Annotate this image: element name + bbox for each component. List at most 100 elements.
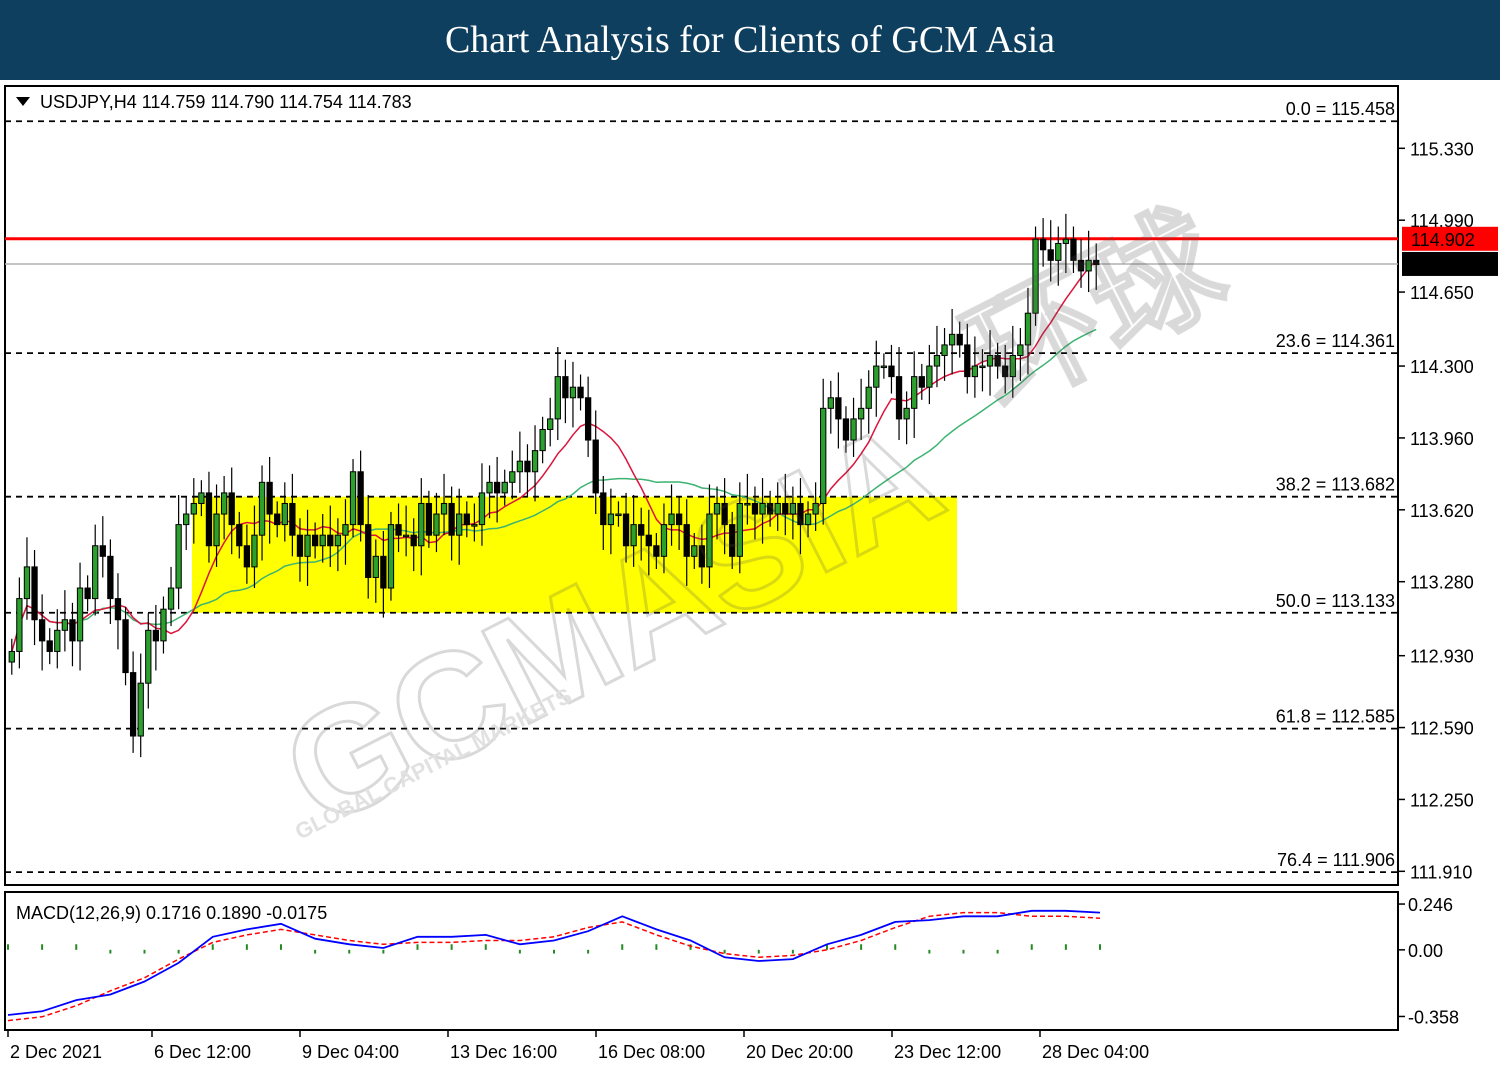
candle — [994, 342, 1001, 379]
candle — [1085, 230, 1092, 293]
resistance-tag-label: 114.902 — [1411, 230, 1475, 250]
x-tick-label: 2 Dec 2021 — [10, 1042, 102, 1062]
candle-body — [38, 619, 46, 642]
candle-body — [524, 460, 531, 473]
candle — [516, 431, 524, 493]
time-axis[interactable]: 2 Dec 2021 6 Dec 12:00 9 Dec 04:00 13 Dec 1… — [7, 1030, 1149, 1062]
candle-body — [266, 481, 273, 515]
candle-body — [129, 672, 137, 737]
candle — [69, 602, 76, 667]
candle — [205, 471, 213, 563]
candle — [850, 397, 857, 457]
candle-body — [152, 629, 160, 642]
candle — [167, 566, 175, 627]
candle-body — [456, 513, 463, 536]
candle — [698, 524, 706, 584]
candle-body — [911, 376, 918, 409]
candle-body — [706, 513, 713, 568]
candle-body — [562, 376, 569, 399]
candle-body — [433, 513, 440, 536]
candle-body — [471, 524, 478, 527]
price-axis[interactable]: 115.330 114.990 114.650 114.300 113.960 113.6… — [1398, 139, 1474, 882]
candle-body — [8, 650, 15, 663]
candle — [1077, 239, 1085, 288]
ma-slow-line — [11, 328, 1097, 652]
candle — [289, 473, 296, 557]
candle — [365, 495, 372, 599]
candle-body — [668, 513, 675, 526]
candle — [342, 499, 349, 565]
candle — [721, 478, 728, 555]
candle-body — [448, 502, 455, 536]
candle — [1017, 328, 1024, 381]
macd-panel-frame — [4, 891, 1399, 1031]
candle — [99, 516, 106, 578]
candle — [562, 359, 569, 424]
candle-body — [99, 545, 106, 557]
candle-body — [759, 502, 766, 515]
candle — [1070, 226, 1077, 274]
x-tick-label: 6 Dec 12:00 — [154, 1042, 251, 1062]
candle-body — [797, 502, 804, 526]
y-tick-label: 114.300 — [1410, 357, 1474, 377]
candle-body — [395, 524, 402, 536]
candle-body — [622, 513, 630, 547]
candle — [584, 376, 592, 457]
candle — [1062, 213, 1070, 274]
candle — [926, 344, 933, 405]
candle-body — [137, 682, 144, 737]
chevron-down-icon[interactable] — [16, 97, 30, 106]
candle — [160, 596, 167, 654]
candle — [228, 467, 235, 555]
candle-body — [850, 418, 857, 441]
x-tick-label: 23 Dec 12:00 — [894, 1042, 1001, 1062]
candle-body — [61, 619, 69, 631]
candle-body — [766, 502, 774, 515]
candle — [220, 475, 228, 540]
candle-body — [311, 534, 319, 547]
candle — [880, 353, 888, 379]
candle-body — [402, 534, 410, 538]
candle — [615, 501, 622, 527]
main-panel-frame — [4, 85, 1399, 886]
candle — [971, 336, 979, 398]
candle-body — [653, 545, 660, 557]
candle — [842, 406, 850, 453]
x-tick-label: 28 Dec 04:00 — [1042, 1042, 1149, 1062]
candle-body — [114, 598, 122, 621]
banner-title: Chart Analysis for Clients of GCM Asia — [0, 0, 1500, 80]
candle — [296, 518, 304, 582]
candle-body — [713, 502, 721, 515]
candle-body — [357, 471, 364, 526]
candle — [1009, 325, 1016, 398]
y-tick-label: 113.280 — [1410, 573, 1474, 593]
candle-body — [46, 640, 53, 652]
candle-body — [554, 376, 561, 420]
x-tick-label: 16 Dec 08:00 — [598, 1042, 705, 1062]
candle-body — [425, 502, 433, 536]
fib-label-0.0: 0.0 = 115.458 — [1286, 99, 1395, 119]
candle — [274, 501, 281, 538]
candle-body — [774, 502, 781, 515]
candle-body — [820, 407, 827, 504]
candle — [918, 363, 925, 400]
y-tick-label: 114.650 — [1410, 283, 1474, 303]
candle-body — [327, 534, 334, 547]
fibonacci-levels: 0.0 = 115.458 23.6 = 114.361 38.2 = 113.68… — [5, 99, 1398, 874]
candle-body — [410, 534, 417, 547]
candle — [774, 482, 781, 531]
candle-body — [531, 450, 539, 473]
candle — [1024, 287, 1032, 375]
candle-body — [865, 386, 872, 409]
candle-body — [349, 471, 357, 526]
candle — [653, 533, 660, 570]
macd-axis: 0.246 0.00 -0.358 — [1398, 895, 1459, 1027]
candle — [433, 492, 440, 553]
candle-body — [547, 418, 554, 430]
candle-body — [948, 333, 956, 346]
candle — [122, 607, 129, 686]
candle — [266, 456, 273, 544]
candle — [349, 459, 357, 538]
candle-body — [888, 365, 895, 378]
